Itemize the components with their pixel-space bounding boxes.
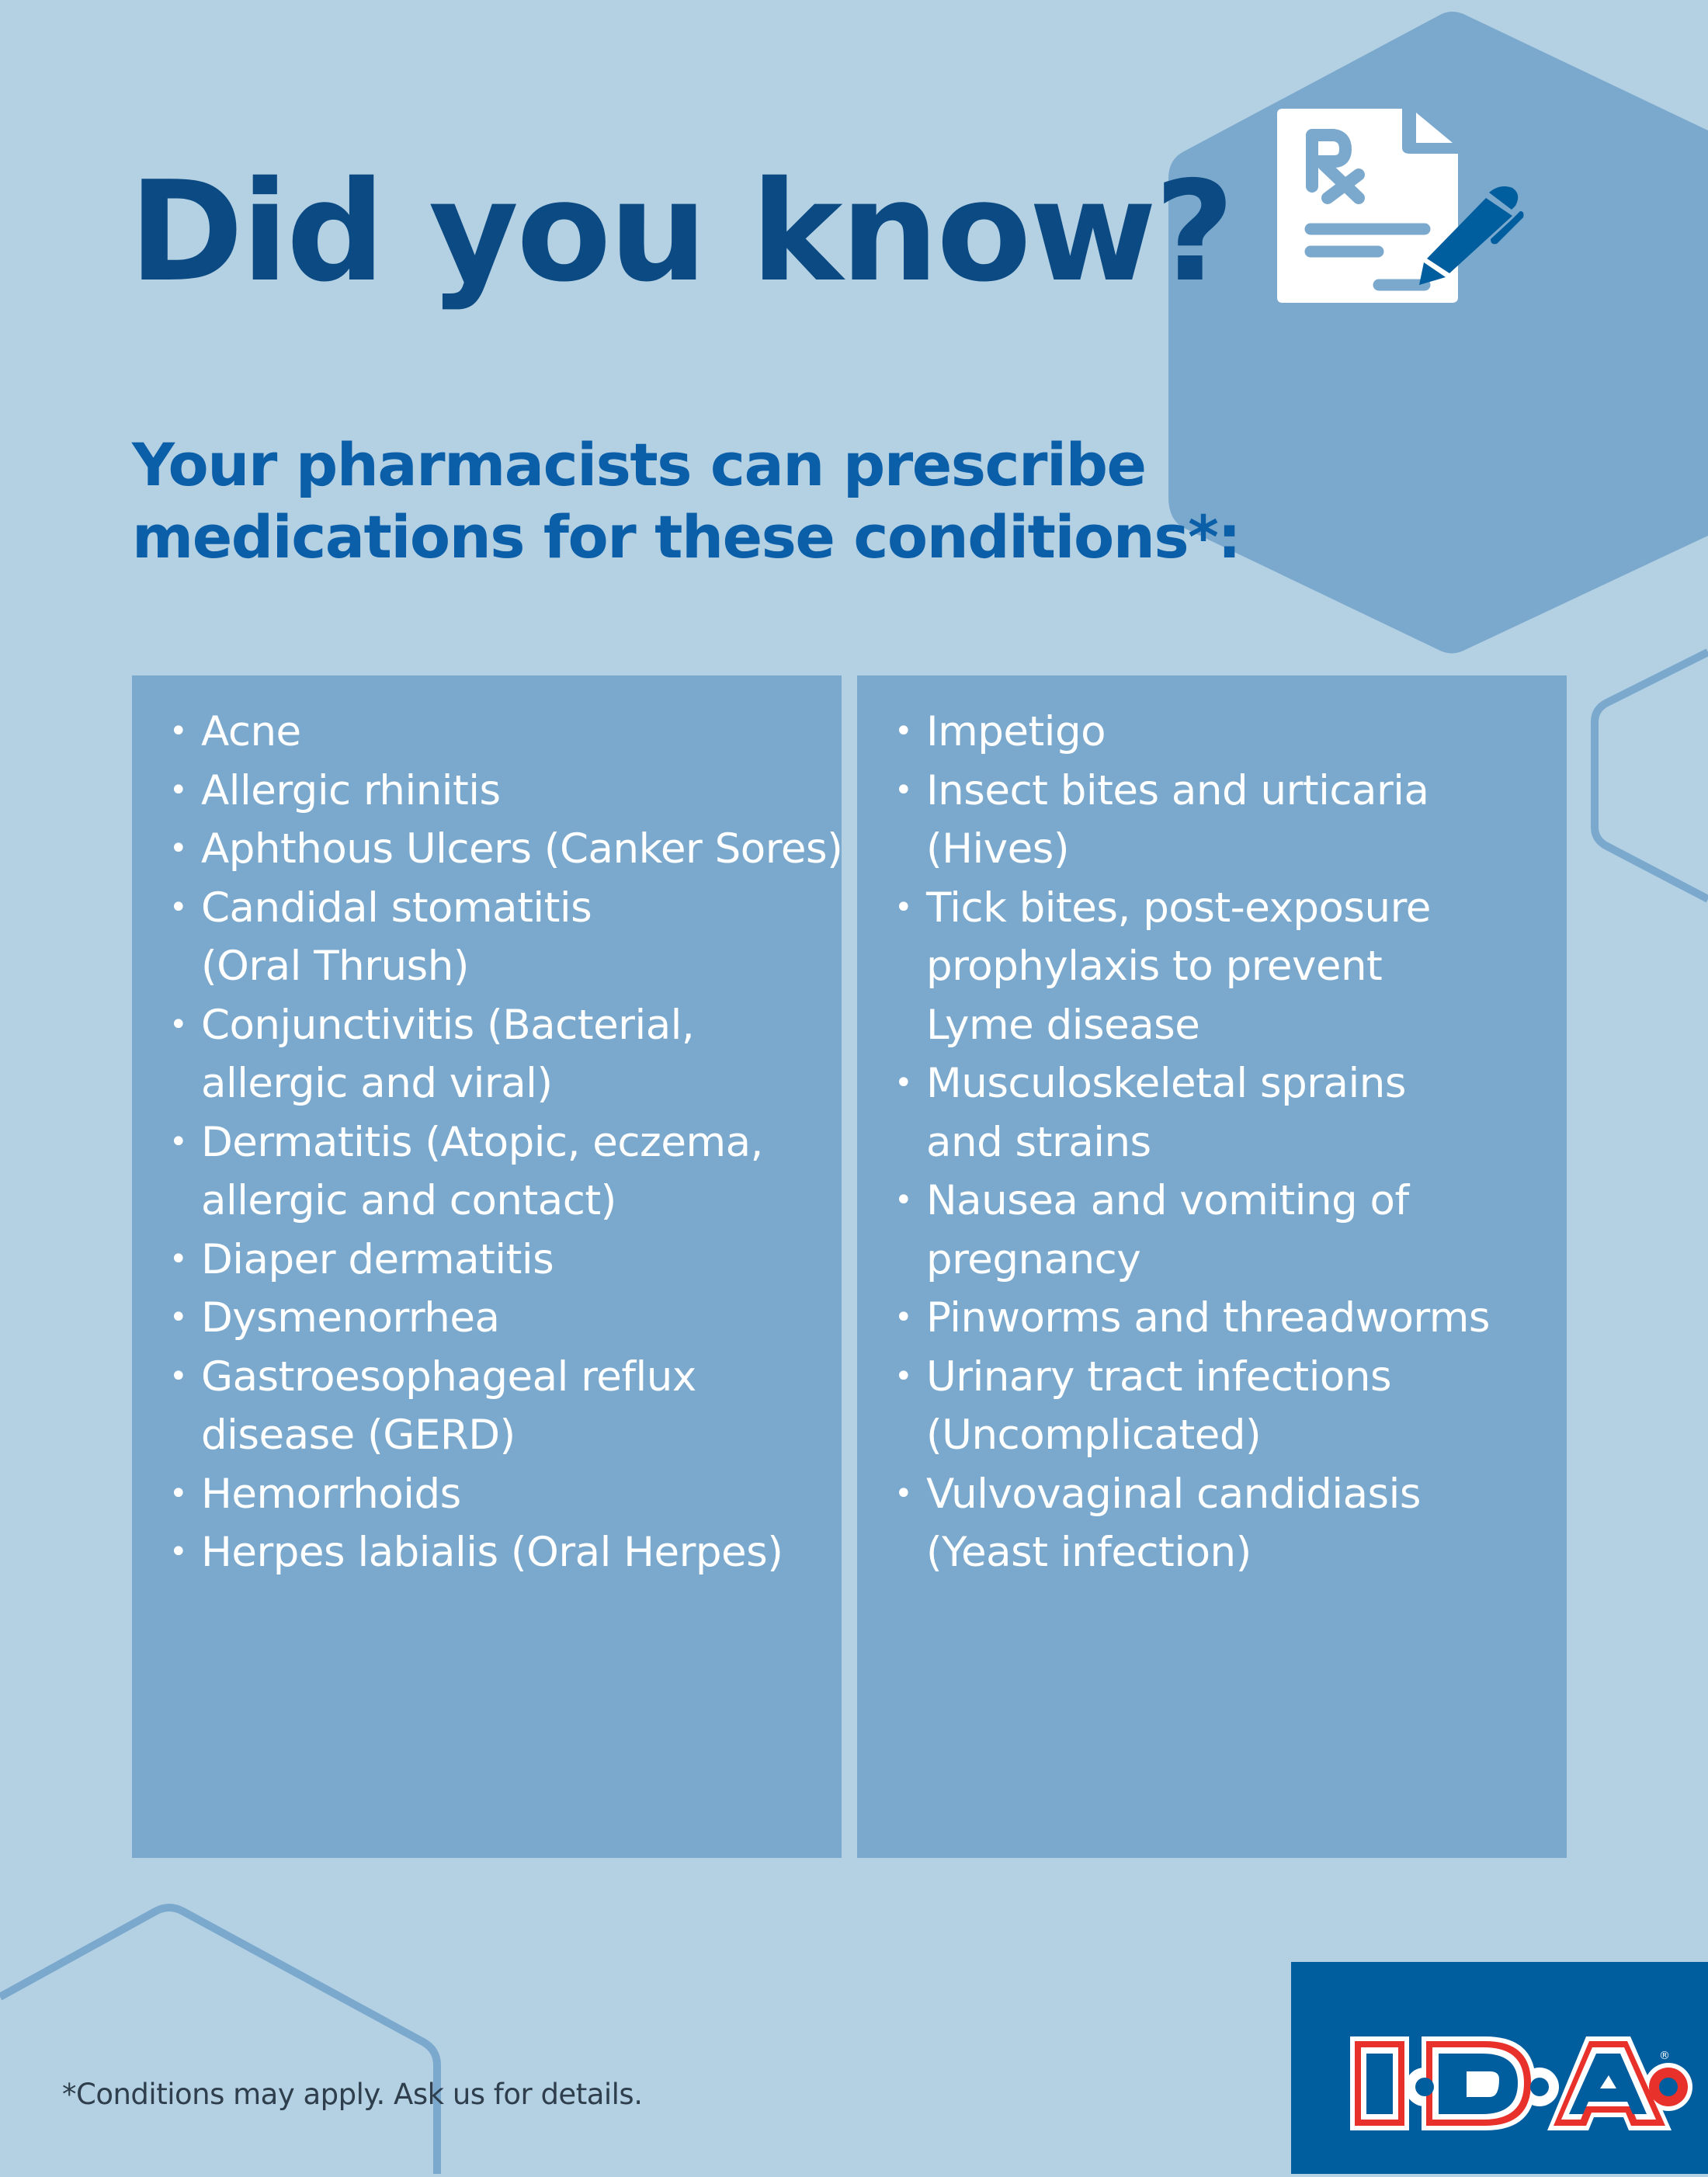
condition-text: Nausea and vomiting of <box>926 1177 1409 1224</box>
bullet-icon: • <box>894 772 913 808</box>
condition-text: Gastroesophageal reflux <box>201 1352 696 1401</box>
condition-item: • Conjunctivitis (Bacterial, allergic and … <box>132 996 842 1113</box>
condition-text: Musculoskeletal sprains <box>926 1060 1406 1107</box>
condition-text: pregnancy <box>926 1235 1141 1283</box>
subtitle: Your pharmacists can prescribe medicatio… <box>132 429 1241 573</box>
subtitle-line: medications for these conditions*: <box>132 502 1241 571</box>
condition-text: allergic and contact) <box>201 1177 616 1224</box>
page-title: Did you know? <box>129 151 1234 312</box>
bullet-icon: • <box>169 1123 188 1160</box>
bullet-icon: • <box>894 1358 913 1394</box>
bullet-icon: • <box>169 772 188 808</box>
condition-text: Herpes labialis (Oral Herpes) <box>201 1529 783 1576</box>
bullet-icon: • <box>894 1182 913 1218</box>
bullet-icon: • <box>894 1475 913 1512</box>
condition-item: • Impetigo <box>857 703 1567 762</box>
bullet-icon: • <box>169 1475 188 1512</box>
bullet-icon: • <box>169 1006 188 1043</box>
condition-text: Allergic rhinitis <box>201 766 501 814</box>
prescription-document-with-pen-icon <box>1277 109 1524 303</box>
condition-text: and strains <box>926 1118 1151 1166</box>
conditions-list-right: • Impetigo • Insect bites and urticaria (Hiv… <box>857 703 1567 1582</box>
condition-item: • Herpes labialis (Oral Herpes) <box>132 1523 842 1582</box>
condition-text: Insect bites and urticaria <box>926 766 1429 814</box>
condition-item: • Musculoskeletal sprains and strains <box>857 1054 1567 1172</box>
hexagon-outline-bottom-left <box>0 1904 441 2174</box>
condition-text: Hemorrhoids <box>201 1470 461 1518</box>
condition-item: • Diaper dermatitis <box>132 1231 842 1290</box>
condition-text: Tick bites, post-exposure <box>926 884 1431 932</box>
condition-item: • Pinworms and threadworms <box>857 1289 1567 1348</box>
condition-text: prophylaxis to prevent <box>926 943 1383 990</box>
condition-text: (Uncomplicated) <box>926 1411 1262 1459</box>
rx-symbol-icon <box>1306 129 1365 204</box>
condition-item: • Acne <box>132 703 842 762</box>
bullet-icon: • <box>169 831 188 866</box>
condition-text: (Oral Thrush) <box>201 943 469 990</box>
condition-item: • Gastroesophageal reflux disease (GERD) <box>132 1348 842 1465</box>
bullet-icon: • <box>894 889 913 925</box>
bullet-icon: • <box>169 1534 188 1570</box>
condition-text: (Yeast infection) <box>926 1529 1251 1576</box>
hexagon-outline-right <box>1591 648 1708 903</box>
conditions-column-left: • Acne • Allergic rhinitis • Aphthous Ulcers … <box>132 675 843 1858</box>
condition-text: Dysmenorrhea <box>201 1294 500 1342</box>
condition-text: Candidal stomatitis <box>201 884 592 932</box>
condition-text: allergic and viral) <box>201 1060 553 1107</box>
condition-text: Aphthous Ulcers (Canker Sores) <box>201 825 843 873</box>
condition-item: • Vulvovaginal candidiasis (Yeast infectio… <box>857 1465 1567 1582</box>
condition-text: Vulvovaginal candidiasis <box>926 1470 1422 1518</box>
bullet-icon: • <box>894 714 913 749</box>
bullet-icon: • <box>169 1358 188 1394</box>
pen-icon <box>1419 186 1524 285</box>
condition-item: • Tick bites, post-exposure prophylaxis to… <box>857 879 1567 1055</box>
bullet-icon: • <box>169 714 188 749</box>
registered-mark: ® <box>1659 2050 1670 2062</box>
condition-item: • Allergic rhinitis <box>132 762 842 821</box>
ida-logo: ® <box>1350 2036 1692 2130</box>
conditions-column-right: • Impetigo • Insect bites and urticaria (Hiv… <box>857 675 1567 1858</box>
condition-item: • Aphthous Ulcers (Canker Sores) <box>132 820 843 879</box>
footnote: *Conditions may apply. Ask us for detail… <box>62 2078 643 2111</box>
condition-text: Urinary tract infections <box>926 1352 1392 1401</box>
condition-text: Conjunctivitis (Bacterial, <box>201 1001 695 1049</box>
bullet-icon: • <box>169 1300 188 1335</box>
condition-text: (Hives) <box>926 825 1070 873</box>
condition-text: Dermatitis (Atopic, eczema, <box>201 1118 763 1166</box>
condition-item: • Urinary tract infections (Uncomplicated) <box>857 1348 1567 1465</box>
subtitle-line: Your pharmacists can prescribe <box>132 430 1147 499</box>
bullet-icon: • <box>894 1065 913 1101</box>
condition-item: • Hemorrhoids <box>132 1465 842 1524</box>
condition-text: Acne <box>201 708 301 755</box>
bullet-icon: • <box>894 1300 913 1335</box>
bullet-icon: • <box>169 889 188 925</box>
condition-item: • Insect bites and urticaria (Hives) <box>857 762 1567 879</box>
condition-item: • Nausea and vomiting of pregnancy <box>857 1172 1567 1289</box>
condition-item: • Dermatitis (Atopic, eczema, allergic and… <box>132 1113 842 1231</box>
condition-item: • Candidal stomatitis (Oral Thrush) <box>132 879 842 996</box>
condition-text: Lyme disease <box>926 1001 1200 1049</box>
bullet-icon: • <box>169 1241 188 1277</box>
condition-text: Impetigo <box>926 708 1106 755</box>
condition-text: Pinworms and threadworms <box>926 1294 1491 1342</box>
condition-item: • Dysmenorrhea <box>132 1289 842 1348</box>
conditions-list-left: • Acne • Allergic rhinitis • Aphthous Ulcers … <box>132 703 843 1582</box>
condition-text: Diaper dermatitis <box>201 1235 554 1283</box>
condition-text: disease (GERD) <box>201 1411 516 1459</box>
ida-logo-box: ® <box>1291 1962 1708 2174</box>
